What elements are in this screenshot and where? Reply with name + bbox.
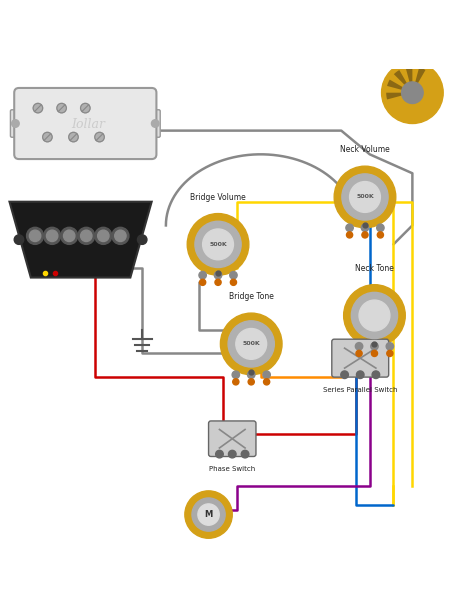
Circle shape — [361, 224, 369, 231]
Circle shape — [61, 227, 78, 244]
Circle shape — [371, 350, 378, 356]
Circle shape — [33, 103, 43, 113]
Circle shape — [342, 174, 388, 220]
Bar — [409, 36, 416, 64]
Circle shape — [236, 329, 266, 359]
Circle shape — [359, 300, 390, 331]
Circle shape — [198, 504, 219, 525]
Circle shape — [200, 279, 206, 285]
Circle shape — [341, 371, 348, 378]
Circle shape — [346, 232, 353, 238]
Circle shape — [81, 103, 90, 113]
Text: 500K: 500K — [242, 341, 260, 346]
Circle shape — [112, 227, 129, 244]
Circle shape — [215, 279, 221, 285]
Circle shape — [371, 343, 378, 350]
Circle shape — [95, 227, 112, 244]
Circle shape — [248, 379, 254, 385]
Circle shape — [247, 371, 255, 378]
Circle shape — [137, 235, 147, 244]
Circle shape — [43, 132, 52, 142]
Circle shape — [230, 279, 237, 285]
Circle shape — [356, 350, 362, 356]
Circle shape — [78, 227, 95, 244]
Circle shape — [356, 371, 364, 378]
Text: Bridge Tone: Bridge Tone — [229, 293, 273, 301]
Circle shape — [351, 293, 398, 338]
Circle shape — [14, 235, 24, 244]
Wedge shape — [412, 67, 426, 92]
FancyBboxPatch shape — [209, 421, 256, 457]
Circle shape — [64, 230, 75, 242]
Circle shape — [386, 343, 393, 350]
Circle shape — [95, 132, 104, 142]
Circle shape — [228, 450, 236, 458]
Circle shape — [115, 230, 126, 242]
FancyBboxPatch shape — [332, 339, 389, 377]
Circle shape — [228, 321, 274, 367]
Wedge shape — [406, 67, 412, 92]
Circle shape — [44, 227, 61, 244]
Circle shape — [350, 182, 380, 212]
Circle shape — [241, 450, 249, 458]
Text: Phase Switch: Phase Switch — [209, 466, 255, 472]
Circle shape — [57, 103, 66, 113]
Text: 500K: 500K — [209, 242, 227, 247]
Circle shape — [264, 379, 270, 385]
Circle shape — [382, 62, 443, 124]
Circle shape — [344, 285, 405, 346]
FancyBboxPatch shape — [10, 110, 20, 137]
Wedge shape — [386, 92, 412, 100]
Circle shape — [401, 82, 423, 103]
Circle shape — [377, 224, 384, 231]
Circle shape — [233, 379, 239, 385]
Circle shape — [69, 132, 78, 142]
Circle shape — [203, 229, 234, 259]
Circle shape — [387, 350, 393, 356]
Circle shape — [187, 214, 249, 275]
Circle shape — [230, 272, 237, 279]
Circle shape — [346, 224, 353, 231]
Circle shape — [362, 232, 368, 238]
Text: Neck Tone: Neck Tone — [355, 264, 394, 273]
FancyBboxPatch shape — [150, 110, 160, 137]
Text: 500K: 500K — [356, 195, 374, 200]
Circle shape — [216, 450, 223, 458]
Text: Series Parallel Switch: Series Parallel Switch — [323, 387, 398, 392]
Circle shape — [220, 313, 282, 375]
Text: Neck Volume: Neck Volume — [340, 145, 390, 154]
Circle shape — [185, 491, 232, 539]
Circle shape — [29, 230, 41, 242]
Circle shape — [195, 222, 241, 267]
FancyBboxPatch shape — [14, 88, 156, 159]
Circle shape — [192, 498, 225, 531]
Circle shape — [81, 230, 92, 242]
Wedge shape — [394, 70, 412, 92]
Polygon shape — [9, 202, 152, 278]
Circle shape — [152, 120, 159, 127]
Circle shape — [232, 371, 239, 378]
Text: Iollar: Iollar — [71, 118, 105, 131]
Circle shape — [356, 343, 363, 350]
Circle shape — [372, 371, 380, 378]
Circle shape — [12, 120, 19, 127]
Circle shape — [377, 232, 383, 238]
Text: M: M — [204, 510, 213, 519]
Circle shape — [214, 272, 222, 279]
Circle shape — [46, 230, 58, 242]
Circle shape — [263, 371, 270, 378]
Circle shape — [98, 230, 109, 242]
Circle shape — [199, 272, 206, 279]
Circle shape — [334, 166, 396, 228]
Circle shape — [27, 227, 44, 244]
Text: Bridge Volume: Bridge Volume — [190, 193, 246, 202]
Wedge shape — [387, 80, 412, 92]
